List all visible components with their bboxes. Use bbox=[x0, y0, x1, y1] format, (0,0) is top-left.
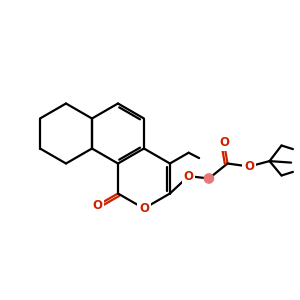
Text: O: O bbox=[244, 160, 254, 173]
Circle shape bbox=[204, 174, 214, 183]
Text: O: O bbox=[92, 199, 102, 212]
Text: O: O bbox=[139, 202, 149, 215]
Circle shape bbox=[219, 138, 229, 147]
Text: O: O bbox=[219, 136, 229, 149]
Text: O: O bbox=[184, 169, 194, 183]
